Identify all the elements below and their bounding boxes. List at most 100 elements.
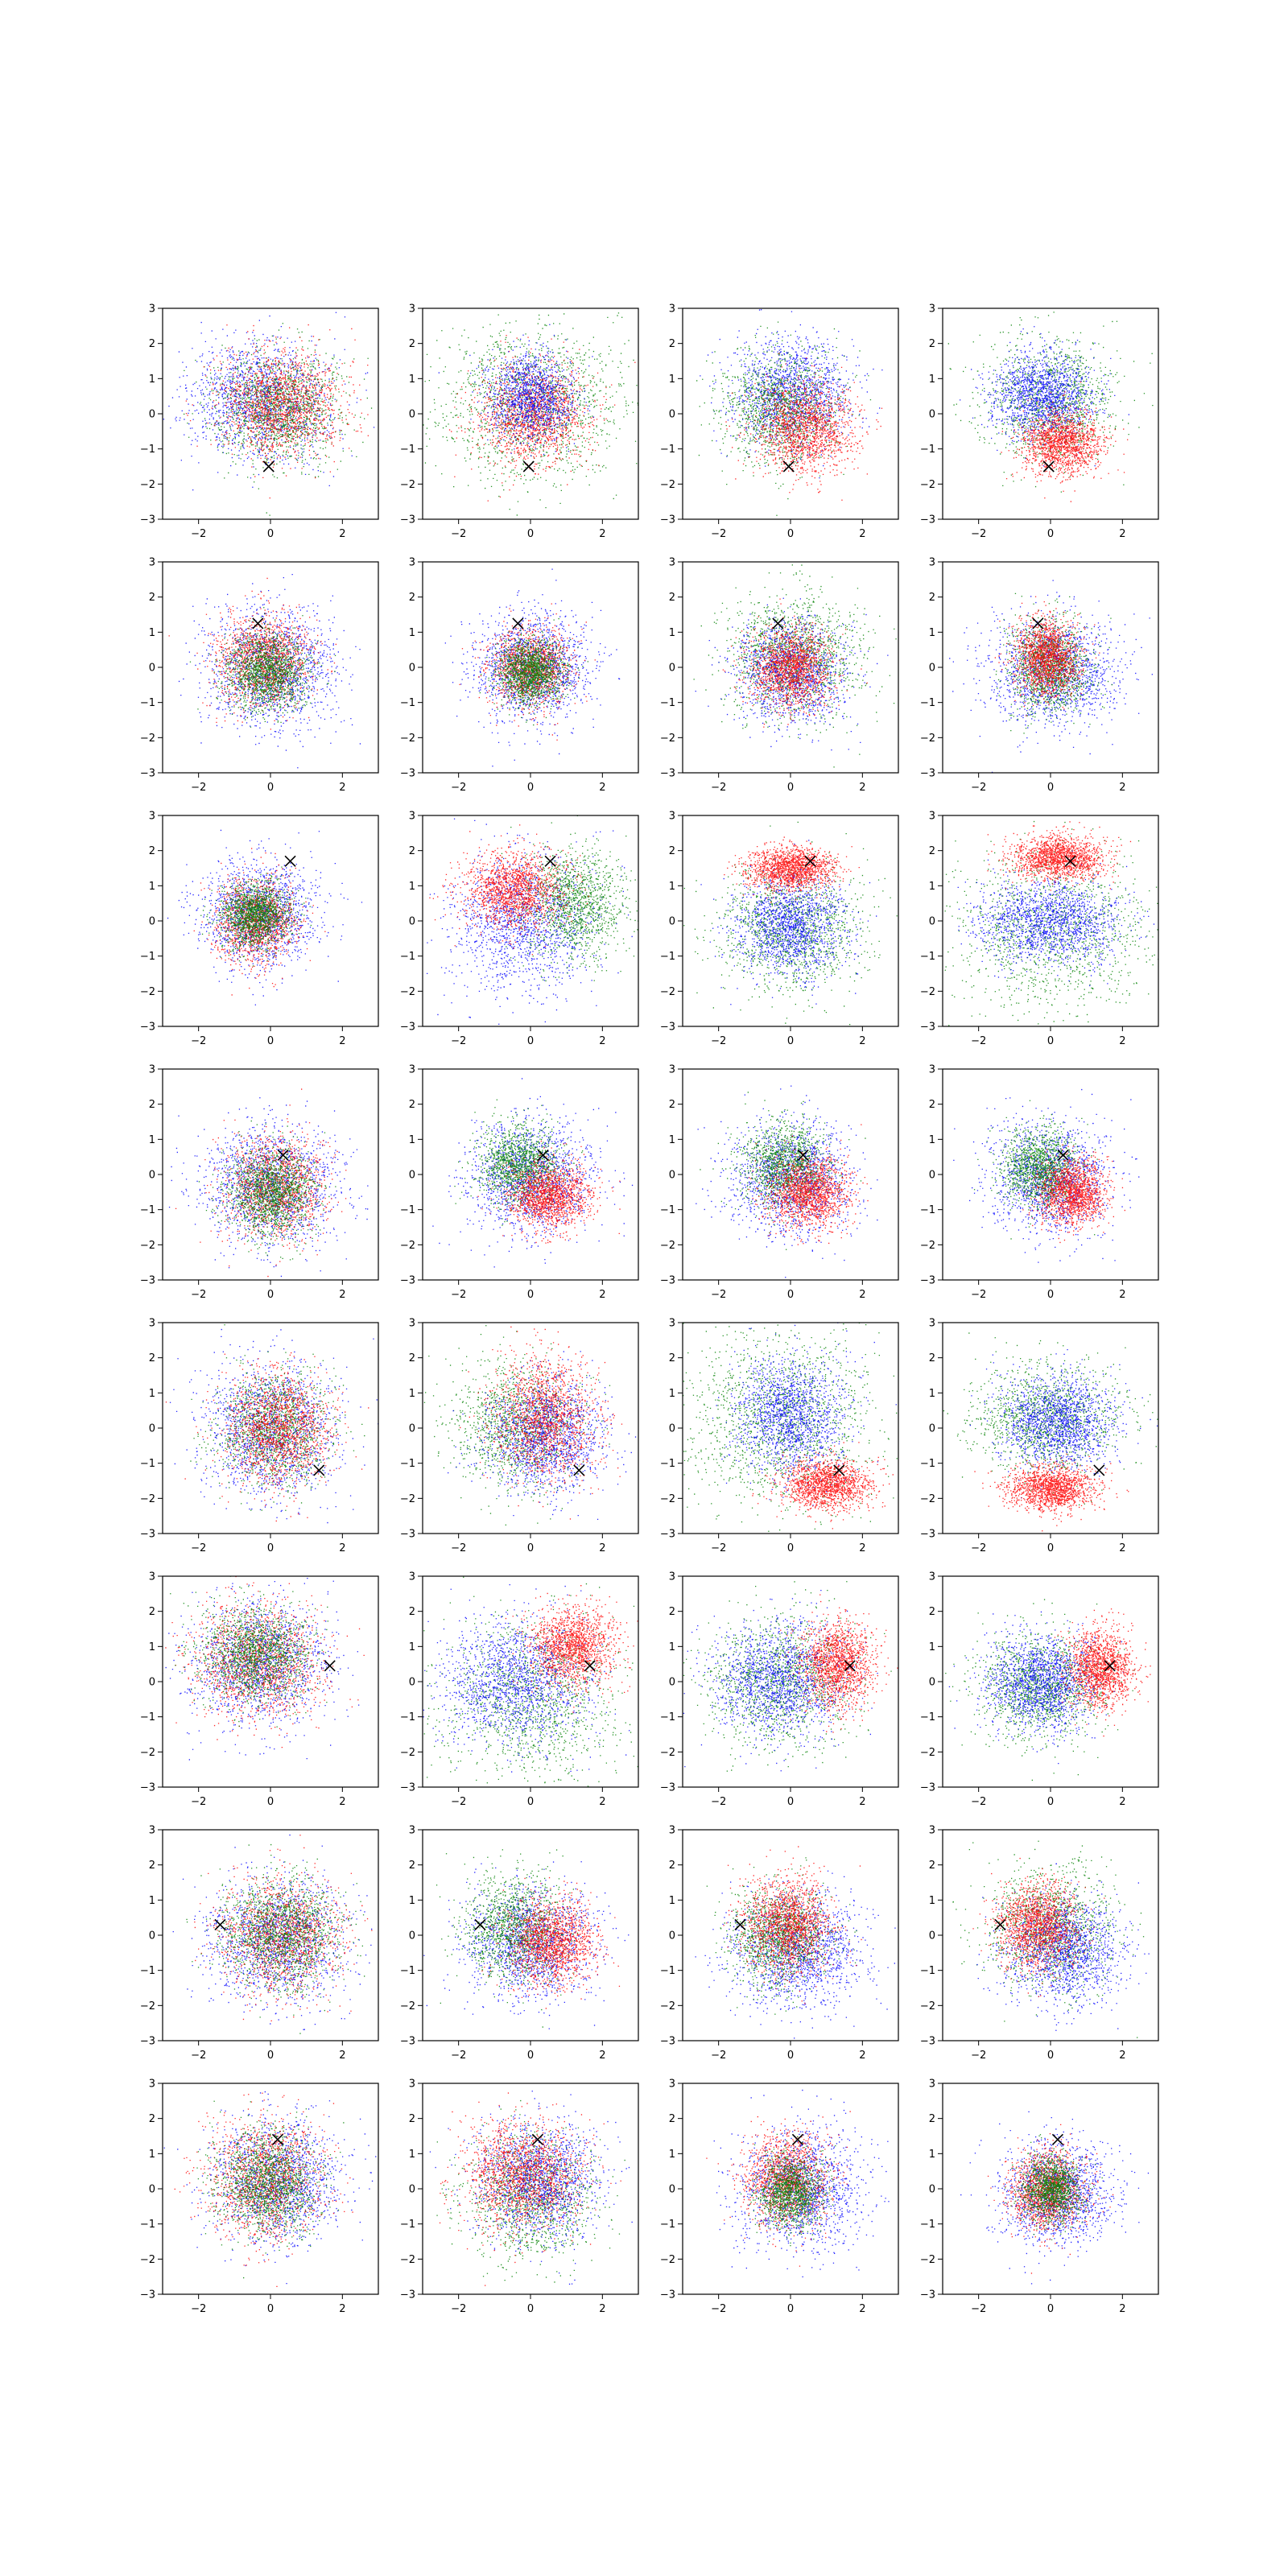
y-tick-label: 0 xyxy=(929,1170,935,1182)
y-tick-label: −1 xyxy=(660,1204,675,1216)
y-tick-label: 0 xyxy=(929,1677,935,1689)
x-tick-label: 0 xyxy=(267,1542,274,1554)
x-tick-label: 0 xyxy=(267,2050,274,2062)
x-tick-label: 2 xyxy=(859,1796,865,1808)
x-tick-label: 2 xyxy=(859,1035,865,1047)
y-tick-label: −1 xyxy=(660,1711,675,1724)
y-tick-label: 0 xyxy=(409,2184,415,2196)
y-tick-label: −1 xyxy=(140,2219,155,2231)
x-tick-label: 0 xyxy=(527,1542,534,1554)
y-tick-label: −2 xyxy=(660,1493,675,1505)
y-tick-label: 3 xyxy=(409,557,415,569)
y-tick-label: 3 xyxy=(409,1825,415,1837)
y-tick-label: −1 xyxy=(400,1711,415,1724)
y-tick-label: −2 xyxy=(920,479,935,491)
y-tick-label: 1 xyxy=(669,1895,675,1907)
y-tick-label: −3 xyxy=(140,1275,155,1287)
y-tick-label: 3 xyxy=(929,303,935,316)
y-tick-label: −1 xyxy=(140,1204,155,1216)
x-tick-label: 2 xyxy=(599,1796,605,1808)
x-tick-label: 0 xyxy=(1047,1289,1054,1301)
y-tick-label: 0 xyxy=(929,2184,935,2196)
y-tick-label: −1 xyxy=(400,697,415,709)
y-tick-label: 1 xyxy=(929,374,935,386)
x-tick-label: 0 xyxy=(527,1796,534,1808)
y-tick-label: −1 xyxy=(140,951,155,963)
x-tick-label: −2 xyxy=(971,1035,986,1047)
x-tick-label: 0 xyxy=(787,1542,794,1554)
y-tick-label: 1 xyxy=(149,1895,155,1907)
y-tick-label: 3 xyxy=(929,1571,935,1583)
x-tick-label: 2 xyxy=(859,2303,865,2315)
x-tick-label: −2 xyxy=(971,2050,986,2062)
y-tick-label: −2 xyxy=(660,1747,675,1759)
x-tick-label: 0 xyxy=(267,1035,274,1047)
y-tick-label: 0 xyxy=(149,1677,155,1689)
y-tick-label: 0 xyxy=(669,1170,675,1182)
y-tick-label: 1 xyxy=(409,1134,415,1146)
y-tick-label: 0 xyxy=(929,916,935,928)
y-tick-label: −2 xyxy=(400,1747,415,1759)
x-tick-label: 0 xyxy=(527,1035,534,1047)
y-tick-label: −3 xyxy=(140,2036,155,2048)
y-tick-label: −2 xyxy=(400,479,415,491)
y-tick-label: 1 xyxy=(929,1134,935,1146)
y-tick-label: 1 xyxy=(149,1388,155,1400)
y-tick-label: −1 xyxy=(920,1965,935,1977)
y-tick-label: 0 xyxy=(669,916,675,928)
y-tick-label: −1 xyxy=(660,1458,675,1470)
y-tick-label: −3 xyxy=(920,1529,935,1541)
y-tick-label: −3 xyxy=(660,1022,675,1034)
x-tick-label: 2 xyxy=(339,1542,345,1554)
x-tick-label: −2 xyxy=(451,1289,466,1301)
y-tick-label: 0 xyxy=(409,663,415,675)
x-tick-label: −2 xyxy=(191,528,206,540)
y-tick-label: −2 xyxy=(400,2254,415,2266)
y-tick-label: 3 xyxy=(149,1571,155,1583)
y-tick-label: 0 xyxy=(149,1170,155,1182)
y-tick-label: 2 xyxy=(929,1606,935,1618)
y-tick-label: 2 xyxy=(409,2113,415,2125)
y-tick-label: 0 xyxy=(149,409,155,421)
x-tick-label: 2 xyxy=(339,2303,345,2315)
x-tick-label: 0 xyxy=(267,1796,274,1808)
y-tick-label: 0 xyxy=(149,1423,155,1435)
y-tick-label: −2 xyxy=(140,733,155,745)
y-tick-label: −3 xyxy=(140,514,155,526)
y-tick-label: 0 xyxy=(409,409,415,421)
y-tick-label: 1 xyxy=(929,1895,935,1907)
y-tick-label: 1 xyxy=(669,1641,675,1653)
y-tick-label: −3 xyxy=(920,768,935,780)
y-tick-label: 2 xyxy=(929,2113,935,2125)
y-tick-label: 2 xyxy=(669,1099,675,1111)
y-tick-label: −3 xyxy=(400,2289,415,2301)
y-tick-label: −1 xyxy=(400,2219,415,2231)
y-tick-label: −1 xyxy=(660,951,675,963)
x-tick-label: 0 xyxy=(787,2050,794,2062)
x-tick-label: −2 xyxy=(971,1796,986,1808)
y-tick-label: 3 xyxy=(409,303,415,316)
y-tick-label: 2 xyxy=(669,1606,675,1618)
y-tick-label: 0 xyxy=(149,1930,155,1942)
x-tick-label: 2 xyxy=(1119,1542,1125,1554)
x-tick-label: 0 xyxy=(267,528,274,540)
y-tick-label: 2 xyxy=(929,1860,935,1872)
x-tick-label: 2 xyxy=(599,1542,605,1554)
y-tick-label: 0 xyxy=(669,1930,675,1942)
x-tick-label: 2 xyxy=(859,1542,865,1554)
y-tick-label: 1 xyxy=(149,1134,155,1146)
y-tick-label: 2 xyxy=(929,845,935,857)
x-tick-label: 2 xyxy=(599,2050,605,2062)
x-tick-label: 0 xyxy=(787,528,794,540)
y-tick-label: 3 xyxy=(409,1571,415,1583)
y-tick-label: −2 xyxy=(400,1493,415,1505)
y-tick-label: 2 xyxy=(669,592,675,604)
x-tick-label: 2 xyxy=(1119,2303,1125,2315)
x-tick-label: −2 xyxy=(711,2303,726,2315)
y-tick-label: −2 xyxy=(920,1240,935,1252)
y-tick-label: −3 xyxy=(660,514,675,526)
y-tick-label: 2 xyxy=(929,1352,935,1364)
x-tick-label: −2 xyxy=(451,2050,466,2062)
x-tick-label: −2 xyxy=(191,2050,206,2062)
y-tick-label: 2 xyxy=(669,1860,675,1872)
